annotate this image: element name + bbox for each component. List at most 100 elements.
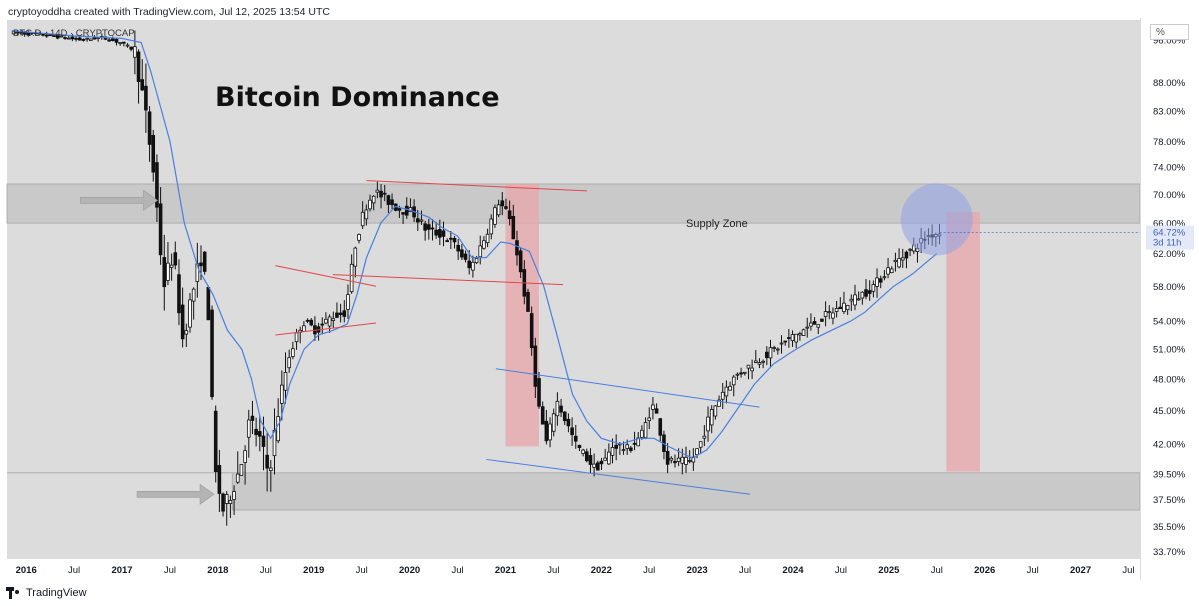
candle-body (845, 304, 850, 311)
highlight-circle (900, 183, 973, 256)
candle (827, 305, 832, 320)
candle (555, 392, 560, 426)
candle-body (709, 409, 714, 426)
candle-body (202, 251, 207, 272)
candle (482, 236, 486, 250)
candle-body (731, 376, 736, 386)
candle (540, 401, 545, 425)
candle (210, 305, 214, 400)
price-tick-label: 62.00% (1153, 249, 1186, 260)
candle-body (834, 308, 839, 312)
scale-toggle-button[interactable]: % (1150, 24, 1189, 40)
moving-average-line (11, 30, 938, 459)
candle (180, 287, 185, 348)
candle-body (338, 312, 343, 316)
candle (897, 248, 901, 269)
candle (111, 36, 115, 42)
candle-body (427, 224, 431, 230)
candle-body (588, 455, 593, 465)
candle-body (287, 357, 291, 369)
candle-body (423, 223, 427, 231)
candle-body (724, 386, 729, 397)
time-tick-label: 2023 (687, 565, 708, 576)
candle-body (210, 309, 214, 398)
time-tick-label: 2026 (974, 565, 995, 576)
candle (287, 349, 291, 373)
candle (452, 235, 457, 249)
candle (496, 199, 501, 218)
candle-body (823, 311, 828, 317)
candle-body (162, 257, 167, 288)
candle (761, 359, 765, 369)
candle-body (570, 427, 574, 436)
candle (136, 49, 141, 104)
candle (485, 228, 490, 248)
price-tick-label: 48.00% (1153, 374, 1186, 385)
candle (26, 30, 31, 37)
candle (584, 448, 589, 463)
candle-body (720, 391, 725, 400)
candle (632, 431, 637, 451)
candle-body (698, 441, 703, 448)
candle-body (360, 211, 365, 227)
candle (728, 381, 732, 391)
candle (44, 31, 49, 38)
pointer-arrow-icon (80, 189, 159, 211)
candle-body (776, 348, 780, 351)
candle (129, 46, 134, 52)
candle (779, 335, 784, 354)
candle (713, 404, 718, 420)
candle-body (228, 500, 233, 504)
candle-body (158, 203, 163, 256)
candles-layer (11, 29, 942, 526)
candle (783, 340, 787, 346)
candle (603, 448, 607, 461)
candle-body (779, 342, 784, 345)
candle-body (783, 340, 787, 343)
candle-body (430, 227, 435, 230)
candle (338, 303, 343, 323)
candle (838, 297, 843, 310)
candle-body (357, 234, 361, 241)
candle-body (371, 195, 376, 204)
candle-body (882, 276, 887, 279)
candle (801, 328, 806, 336)
candle-body (474, 258, 479, 264)
candle-body (66, 37, 71, 40)
candle (731, 374, 736, 397)
time-tick-label: 2027 (1070, 565, 1091, 576)
candle-body (129, 46, 134, 50)
candle (360, 201, 365, 230)
candle (463, 250, 468, 263)
candle-body (147, 111, 152, 145)
candle (709, 405, 714, 434)
candle-body (717, 399, 721, 407)
candle-body (757, 362, 762, 365)
candle-body (291, 348, 295, 357)
candle (493, 204, 497, 228)
candle (529, 306, 534, 356)
candle (81, 38, 86, 42)
candle (515, 230, 519, 266)
candle-body (445, 240, 449, 243)
time-tick-label: 2024 (782, 565, 804, 576)
candle (125, 43, 130, 48)
candle-body (283, 372, 288, 391)
candle (856, 291, 861, 301)
candle (404, 197, 409, 219)
candle (118, 42, 122, 46)
candle-body (434, 229, 438, 236)
candle (684, 446, 688, 473)
candle-body (908, 248, 912, 251)
footer-brand[interactable]: TradingView (6, 584, 87, 602)
price-axis: 96.00% 88.00% 83.00% 78.00% 74.00% 70.00% 66.0… (1140, 18, 1199, 580)
candle (445, 238, 449, 243)
red-highlight-box (505, 183, 539, 447)
candle (162, 234, 167, 311)
candle-body (70, 36, 75, 40)
candle-body (493, 207, 497, 225)
candle-body (893, 259, 898, 263)
candle-body (551, 413, 556, 432)
candle-body (52, 35, 56, 38)
